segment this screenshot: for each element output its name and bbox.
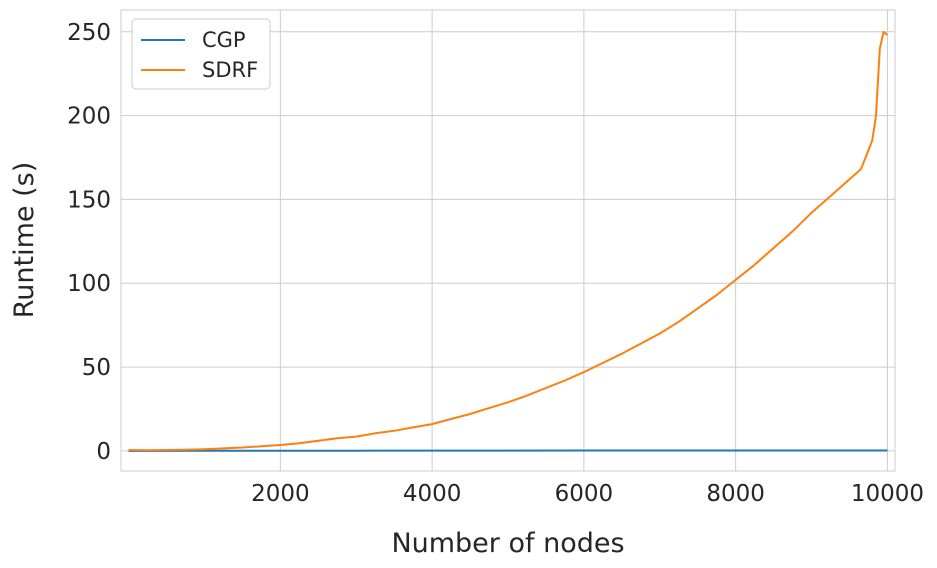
x-tick-label: 4000 [403, 481, 462, 507]
legend-label-cgp: CGP [202, 28, 246, 52]
series-line-sdrf [128, 30, 889, 452]
x-tick-label: 10000 [851, 481, 924, 507]
legend-label-sdrf: SDRF [202, 58, 258, 82]
y-tick-label: 200 [67, 104, 111, 130]
y-tick-label: 50 [82, 355, 111, 381]
y-tick-labels: 0 50 100 150 200 250 [67, 20, 111, 465]
x-tick-label: 6000 [555, 481, 614, 507]
y-axis-label: Runtime (s) [9, 162, 40, 319]
series-lines [128, 30, 889, 452]
legend-box [131, 18, 271, 90]
x-tick-label: 2000 [251, 481, 310, 507]
x-tick-labels: 2000 4000 6000 8000 10000 [251, 481, 924, 507]
y-tick-label: 0 [96, 439, 111, 465]
y-tick-label: 150 [67, 187, 111, 213]
y-tick-label: 100 [67, 271, 111, 297]
chart-legend: CGP SDRF [131, 18, 271, 90]
x-axis-label: Number of nodes [391, 528, 624, 559]
y-tick-label: 250 [67, 20, 111, 46]
x-tick-label: 8000 [706, 481, 765, 507]
